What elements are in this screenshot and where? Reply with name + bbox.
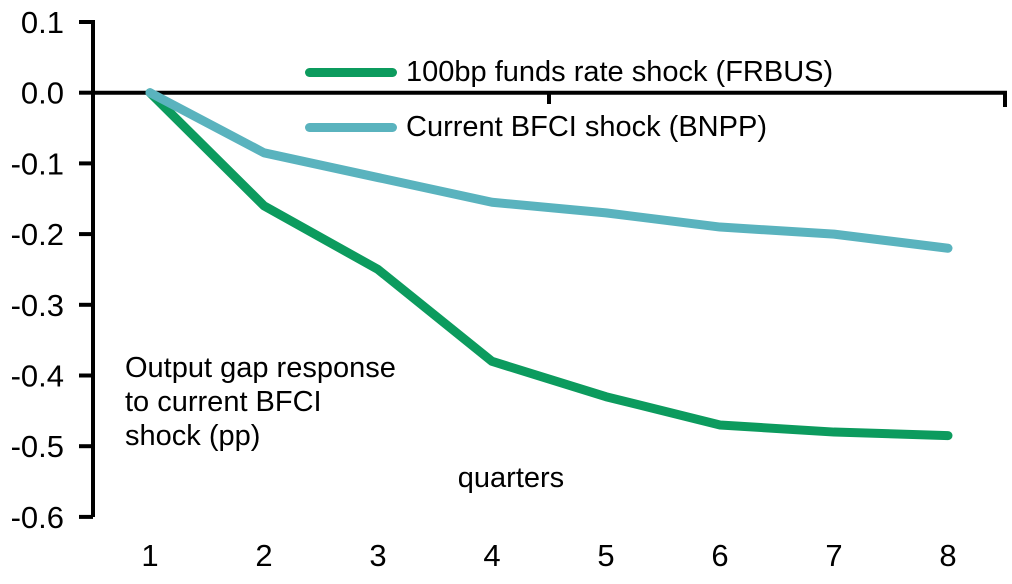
annotation-line-3: shock (pp) (125, 420, 261, 452)
y-tick-label: -0.4 (11, 359, 64, 394)
annotation-line-1: Output gap response (125, 352, 396, 384)
x-tick-label: 7 (825, 538, 842, 573)
series-line-0 (145, 88, 953, 441)
legend-item-frbus: 100bp funds rate shock (FRBUS) (305, 55, 833, 89)
x-axis-title: quarters (457, 462, 565, 494)
x-tick-label: 1 (141, 538, 158, 573)
y-tick-label: -0.2 (11, 217, 64, 252)
x-tick-label: 2 (255, 538, 272, 573)
y-tick-label: -0.3 (11, 288, 64, 323)
legend-label-frbus: 100bp funds rate shock (FRBUS) (406, 56, 834, 88)
y-tick-label: -0.5 (11, 429, 64, 464)
x-tick-label: 4 (483, 538, 500, 573)
y-tick-label: -0.6 (11, 500, 64, 535)
x-tick-label: 8 (939, 538, 956, 573)
y-tick-label: -0.1 (11, 146, 64, 181)
legend-swatch-bnpp (305, 122, 397, 132)
legend-label-bnpp: Current BFCI shock (BNPP) (406, 111, 767, 143)
legend-swatch-frbus (305, 67, 397, 77)
x-tick-label: 6 (711, 538, 728, 573)
annotation-output-gap: Output gap response to current BFCI shoc… (125, 351, 396, 453)
y-tick-label: 0.1 (21, 5, 64, 40)
x-tick-label: 3 (369, 538, 386, 573)
legend-item-bnpp: Current BFCI shock (BNPP) (305, 110, 767, 144)
annotation-line-2: to current BFCI (125, 386, 322, 418)
y-tick-label: 0.0 (21, 76, 64, 111)
x-tick-label: 5 (597, 538, 614, 573)
series-line-1 (145, 88, 953, 253)
